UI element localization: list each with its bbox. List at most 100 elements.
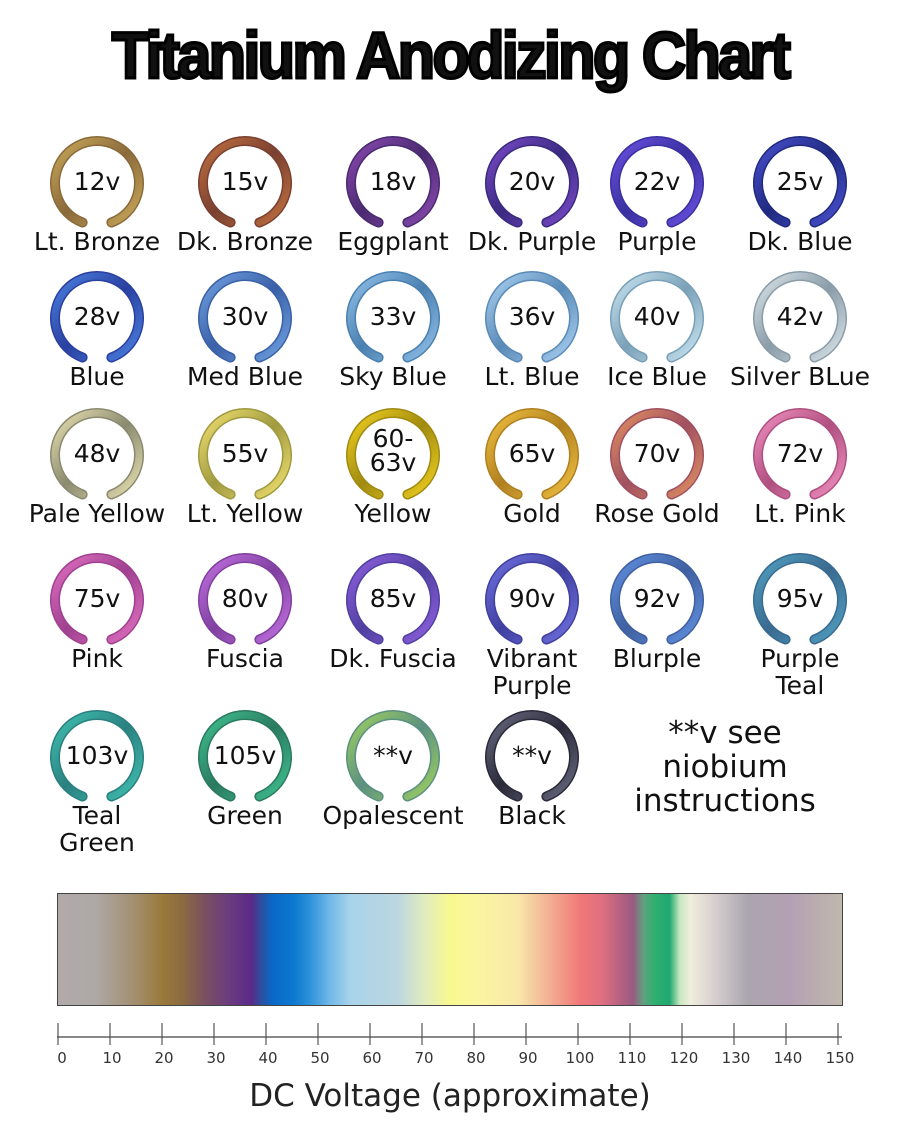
axis-tick-label: 50 [310, 1049, 329, 1067]
voltage-label: 90v [508, 584, 556, 613]
voltage-label: 42v [776, 302, 824, 331]
color-name: Purple [617, 227, 697, 256]
color-name: Lt. Yellow [186, 499, 304, 528]
axis-tick-label: 80 [466, 1049, 485, 1067]
ring-icon [50, 271, 144, 363]
ring-icon [50, 408, 144, 500]
ring-icon [753, 408, 847, 500]
color-name: Fuscia [206, 644, 284, 673]
voltage-label: 12v [73, 167, 121, 196]
color-name: Pale Yellow [28, 499, 166, 528]
ring-icon [610, 553, 704, 645]
ring-icon [198, 710, 292, 802]
axis-tick-label: 40 [258, 1049, 277, 1067]
voltage-label: 15v [221, 167, 269, 196]
color-name: Yellow [354, 499, 432, 528]
ring-icon [346, 553, 440, 645]
axis-tick-label: 60 [362, 1049, 381, 1067]
ring-icon [50, 553, 144, 645]
axis-tick-label: 20 [154, 1049, 173, 1067]
voltage-label: 60- 63v [369, 424, 417, 477]
color-name: Gold [503, 499, 561, 528]
color-name: Dk. Blue [747, 227, 853, 256]
axis-tick-label: 100 [566, 1049, 595, 1067]
color-name: Dk. Bronze [176, 227, 314, 256]
voltage-label: 20v [508, 167, 556, 196]
color-name: Rose Gold [594, 499, 720, 528]
color-name: Dk. Purple [467, 227, 597, 256]
color-name: Lt. Pink [754, 499, 846, 528]
axis-tick-label: 120 [670, 1049, 699, 1067]
color-name: Green [207, 801, 283, 830]
ring-icon [198, 271, 292, 363]
voltage-label: 80v [221, 584, 269, 613]
color-name: Ice Blue [607, 362, 707, 391]
niobium-note: **v see niobium instructions [634, 715, 816, 819]
ring-icon [485, 408, 579, 500]
color-name: Opalescent [322, 801, 464, 830]
ring-icon [198, 136, 292, 228]
color-name: Black [498, 801, 566, 830]
ring-icon [50, 136, 144, 228]
color-name: Blue [69, 362, 125, 391]
color-name: Eggplant [337, 227, 449, 256]
axis-tick-label: 90 [518, 1049, 537, 1067]
ring-icon [753, 136, 847, 228]
ring-icon [485, 136, 579, 228]
voltage-label: 36v [508, 302, 556, 331]
voltage-label: 48v [73, 439, 121, 468]
axis-tick-label: 0 [57, 1049, 67, 1067]
voltage-label: 65v [508, 439, 556, 468]
voltage-label: 85v [369, 584, 417, 613]
color-name: Med Blue [186, 362, 304, 391]
axis-tick-label: 70 [414, 1049, 433, 1067]
voltage-label: 18v [369, 167, 417, 196]
axis-tick-label: 140 [774, 1049, 803, 1067]
voltage-label: 28v [73, 302, 121, 331]
chart-title: Titanium Anodizing Chart [110, 18, 792, 92]
voltage-label: 40v [633, 302, 681, 331]
axis-tick-label: 10 [102, 1049, 121, 1067]
voltage-label: 55v [221, 439, 269, 468]
ring-icon [610, 408, 704, 500]
color-name: Sky Blue [339, 362, 447, 391]
voltage-label: 72v [776, 439, 824, 468]
color-name: Silver BLue [729, 362, 871, 391]
ring-icon [485, 271, 579, 363]
axis-tick-label: 30 [206, 1049, 225, 1067]
voltage-label: 92v [633, 584, 681, 613]
voltage-label: 25v [776, 167, 824, 196]
color-name: Purple Teal [760, 644, 840, 700]
axis-tick-label: 110 [618, 1049, 647, 1067]
ring-icon [610, 271, 704, 363]
ring-icon [346, 136, 440, 228]
ring-icon [346, 408, 440, 500]
voltage-label: 95v [776, 584, 824, 613]
ring-icon [610, 136, 704, 228]
color-name: Blurple [612, 644, 702, 673]
voltage-label: **v [512, 741, 552, 770]
color-name: Vibrant Purple [486, 644, 578, 700]
color-name: Pink [71, 644, 123, 673]
ring-icon [198, 408, 292, 500]
voltage-label: 70v [633, 439, 681, 468]
ring-icon [198, 553, 292, 645]
voltage-label: 22v [633, 167, 681, 196]
voltage-color-spectrum [57, 893, 843, 1006]
voltage-label: 103v [65, 741, 129, 770]
axis-tick-label: 150 [826, 1049, 855, 1067]
ring-icon [346, 710, 440, 802]
ring-icon [346, 271, 440, 363]
ring-icon [485, 553, 579, 645]
ring-icon [50, 710, 144, 802]
axis-tick-label: 130 [722, 1049, 751, 1067]
ring-icon [753, 553, 847, 645]
color-name: Dk. Fuscia [329, 644, 457, 673]
voltage-label: 30v [221, 302, 269, 331]
axis-caption: DC Voltage (approximate) [249, 1078, 651, 1114]
voltage-label: 33v [369, 302, 417, 331]
voltage-label: 105v [213, 741, 277, 770]
color-name: Teal Green [59, 801, 135, 857]
color-name: Lt. Bronze [33, 227, 161, 256]
